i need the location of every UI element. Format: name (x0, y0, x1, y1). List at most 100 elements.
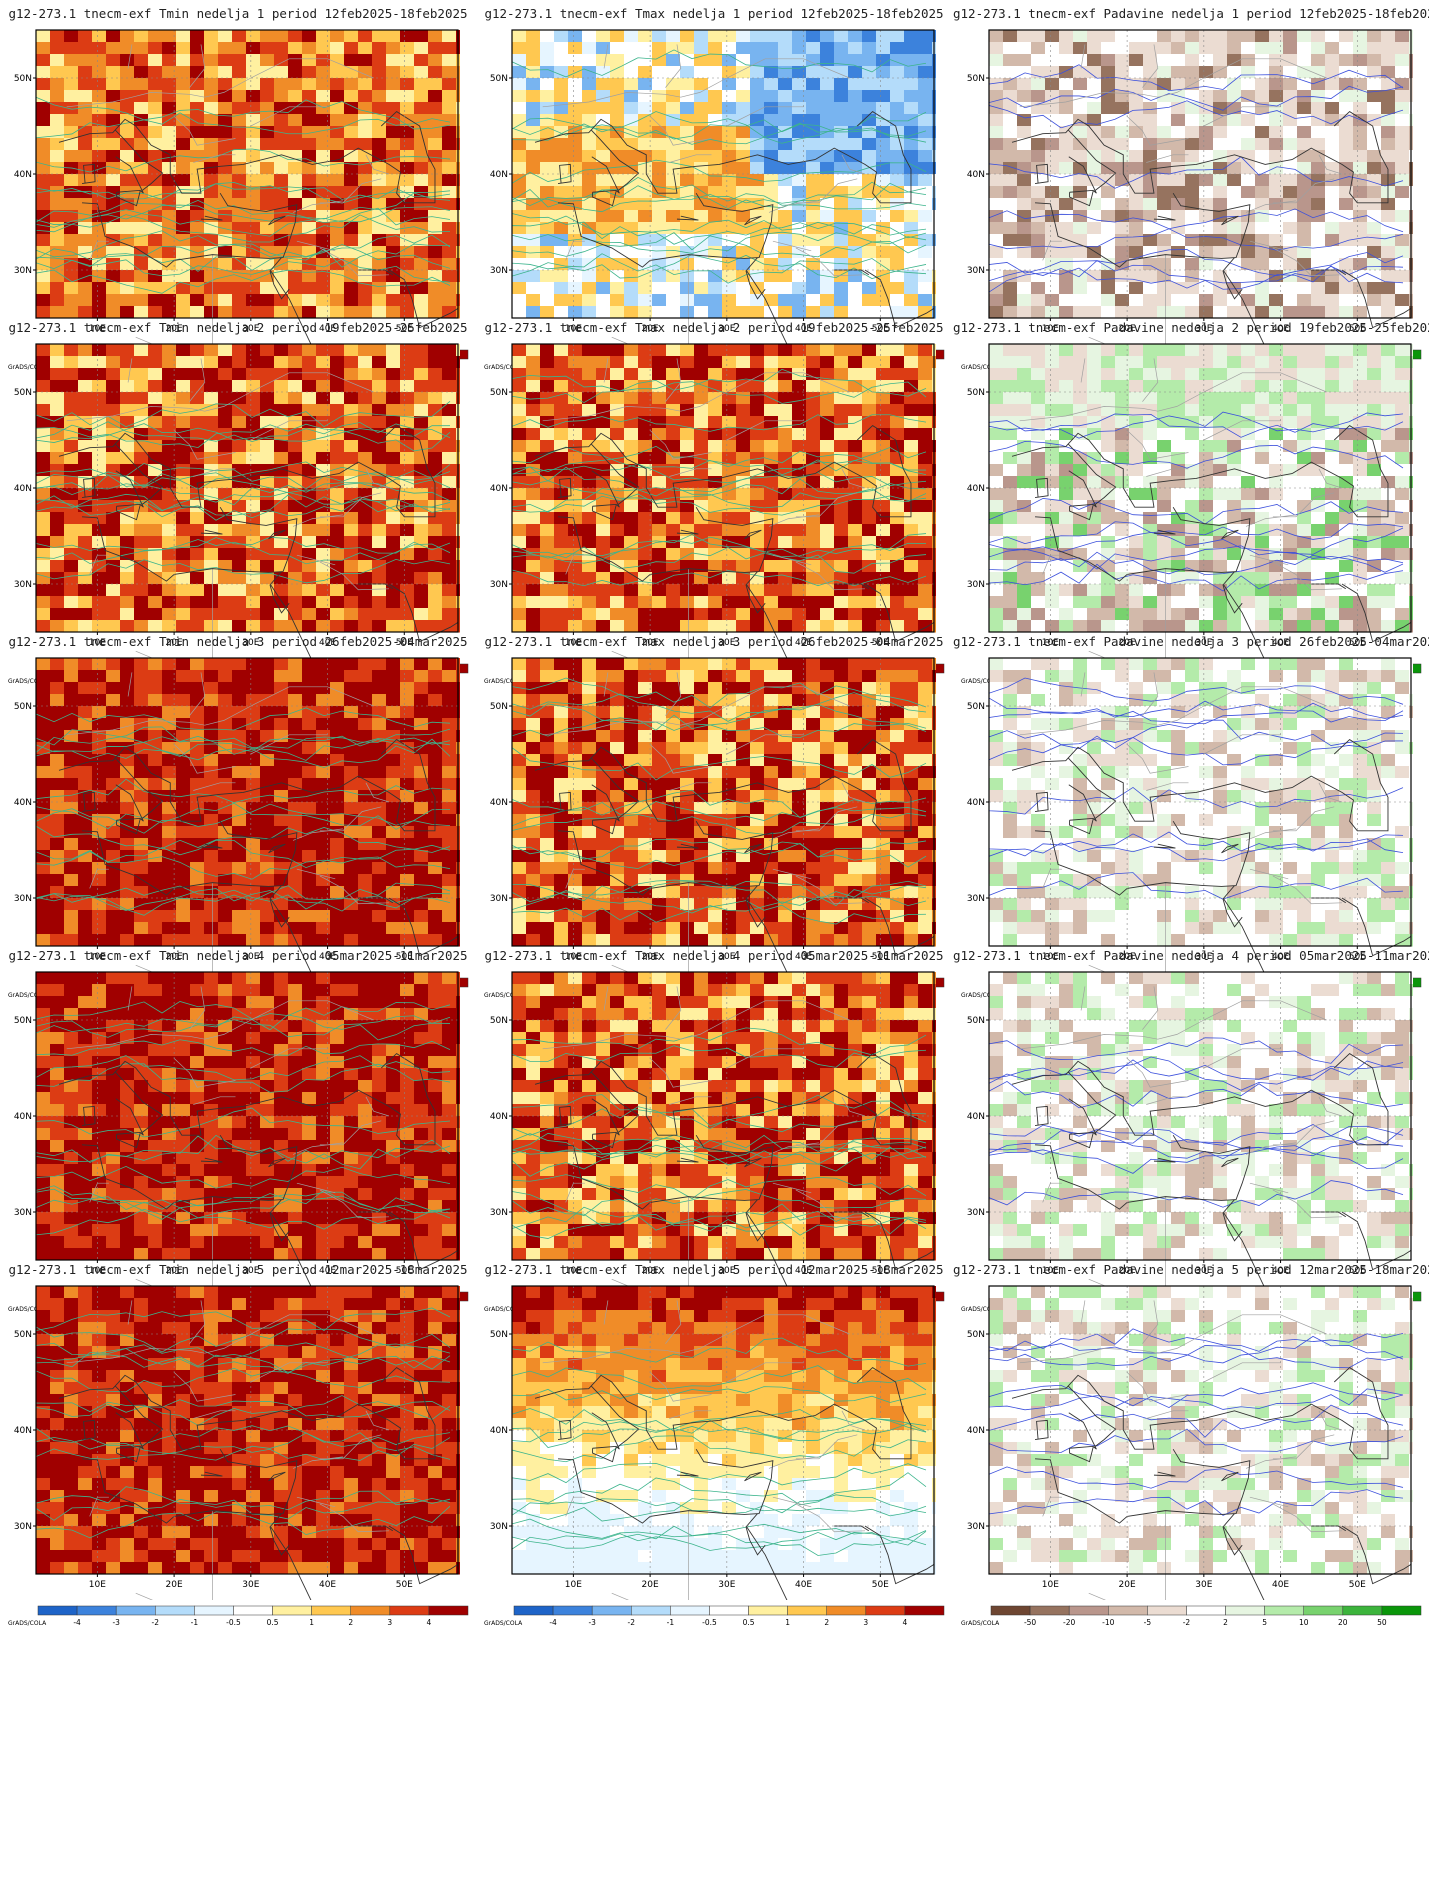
panel-title: g12-273.1 tnecm-exf Tmax nedelja 3 perio… (484, 634, 944, 649)
colorbar-label: 3 (863, 1618, 868, 1627)
map-plot: 10E 20E 30E 40E 50E 50N 40N 30N (14, 1285, 460, 1600)
colorbar-segment (670, 1605, 710, 1616)
colorbar-label: -2 (152, 1618, 160, 1627)
coastlines (58, 111, 459, 344)
colorbar-segment (748, 1605, 788, 1616)
colorbar-label: 2 (348, 1618, 353, 1627)
lon-tick-label: 20E (642, 1266, 659, 1276)
contour-lines (988, 411, 1404, 592)
lat-tick-label: 40N (14, 170, 32, 180)
lon-tick-label: 10E (565, 1580, 582, 1590)
lon-tick-label: 40E (1272, 952, 1289, 962)
colorbar-segment (787, 1605, 827, 1616)
panel-title: g12-273.1 tnecm-exf Tmax nedelja 5 perio… (484, 1262, 944, 1277)
contour-lines (35, 1001, 451, 1236)
lon-tick-label: 50E (872, 1580, 889, 1590)
colorbar-segment (591, 1605, 632, 1616)
lon-tick-label: 50E (872, 638, 889, 648)
colorbar-label: -50 (1024, 1618, 1036, 1627)
map-plot: 10E 20E 30E 40E 50E 50N 40N 30N (967, 343, 1413, 658)
panel-title: g12-273.1 tnecm-exf Tmin nedelja 4 perio… (8, 948, 468, 963)
panel-title: g12-273.1 tnecm-exf Padavine nedelja 2 p… (953, 320, 1429, 335)
lat-lon-grid (512, 972, 934, 1260)
panel-title: g12-273.1 tnecm-exf Tmin nedelja 1 perio… (8, 6, 468, 21)
colorbar-segment (272, 1605, 312, 1616)
lon-tick-label: 50E (396, 638, 413, 648)
colorbar-segment (428, 1605, 469, 1616)
colorbar-segment (1108, 1605, 1148, 1616)
lon-tick-label: 20E (1119, 1580, 1136, 1590)
lat-tick-label: 50N (967, 74, 985, 84)
lon-tick-label: 40E (795, 324, 812, 334)
colorbar-label: 4 (903, 1618, 908, 1627)
lat-tick-label: 40N (490, 1426, 508, 1436)
map-panel-tmin-week-5: g12-273.1 tnecm-exf Tmin nedelja 5 perio… (0, 1256, 476, 1635)
colorbar-segment (709, 1605, 749, 1616)
lat-tick-label: 40N (967, 798, 985, 808)
lon-tick-label: 40E (1272, 1266, 1289, 1276)
lat-lon-grid (36, 972, 458, 1260)
colorbar-label: -2 (1183, 1618, 1191, 1627)
panel-title: g12-273.1 tnecm-exf Padavine nedelja 1 p… (953, 6, 1429, 21)
country-borders (1019, 986, 1343, 1286)
lon-tick-label: 10E (565, 638, 582, 648)
lat-tick-label: 30N (967, 1208, 985, 1218)
colorbar-segment (1381, 1605, 1422, 1616)
colorbar-label: -10 (1102, 1618, 1114, 1627)
lat-tick-label: 40N (967, 1426, 985, 1436)
lon-tick-label: 30E (718, 952, 735, 962)
lat-tick-label: 50N (490, 702, 508, 712)
lat-tick-label: 30N (967, 266, 985, 276)
map-plot: 10E 20E 30E 40E 50E 50N 40N 30N (490, 343, 936, 658)
grads-credit: GrADS/COLA (8, 992, 47, 999)
lat-tick-label: 50N (490, 1016, 508, 1026)
lon-tick-label: 20E (1119, 1266, 1136, 1276)
colorbar-segment (513, 1605, 554, 1616)
colorbar-label: -1 (667, 1618, 675, 1627)
colorbar-segment (1068, 1605, 1109, 1616)
grads-credit: GrADS/COLA (8, 1620, 47, 1627)
country-borders (542, 672, 866, 972)
lat-tick-label: 30N (967, 1522, 985, 1532)
map-fill-field (989, 1286, 1413, 1575)
panel-title: g12-273.1 tnecm-exf Tmax nedelja 2 perio… (484, 320, 944, 335)
lon-tick-label: 40E (319, 1266, 336, 1276)
lat-tick-label: 40N (967, 1112, 985, 1122)
coastlines (1011, 425, 1412, 658)
panel-title: g12-273.1 tnecm-exf Tmin nedelja 2 perio… (8, 320, 468, 335)
map-fill-field (36, 658, 460, 947)
lon-tick-label: 50E (872, 324, 889, 334)
map-fill-field (989, 344, 1413, 633)
lat-tick-label: 50N (967, 1016, 985, 1026)
colorbar-label: -5 (1144, 1618, 1152, 1627)
lon-tick-label: 20E (166, 638, 183, 648)
coastlines (1011, 1053, 1412, 1286)
lat-tick-label: 40N (490, 170, 508, 180)
lon-tick-label: 40E (795, 638, 812, 648)
lon-tick-label: 30E (242, 952, 259, 962)
coastlines (534, 425, 935, 658)
country-borders (1019, 1300, 1343, 1600)
lat-lon-grid (512, 344, 934, 632)
lon-tick-label: 50E (1349, 1266, 1366, 1276)
lon-tick-label: 30E (718, 638, 735, 648)
lon-tick-label: 10E (89, 952, 106, 962)
lat-lon-grid (36, 30, 458, 318)
colorbar-segment (631, 1605, 671, 1616)
lon-tick-label: 30E (718, 324, 735, 334)
lon-tick-label: 20E (642, 324, 659, 334)
lat-tick-label: 40N (14, 798, 32, 808)
grads-credit: GrADS/COLA (484, 1620, 523, 1627)
lon-tick-label: 30E (242, 1266, 259, 1276)
colorbar-label: 2 (1223, 1618, 1228, 1627)
map-plot: 10E 20E 30E 40E 50E 50N 40N 30N (14, 29, 460, 344)
lat-tick-label: 30N (490, 894, 508, 904)
coastlines (58, 1367, 459, 1600)
lon-tick-label: 10E (89, 1580, 106, 1590)
lon-tick-label: 10E (1042, 638, 1059, 648)
country-borders (66, 1300, 390, 1600)
country-borders (66, 358, 390, 658)
coastlines (58, 425, 459, 658)
lon-tick-label: 10E (565, 324, 582, 334)
lon-tick-label: 50E (396, 324, 413, 334)
